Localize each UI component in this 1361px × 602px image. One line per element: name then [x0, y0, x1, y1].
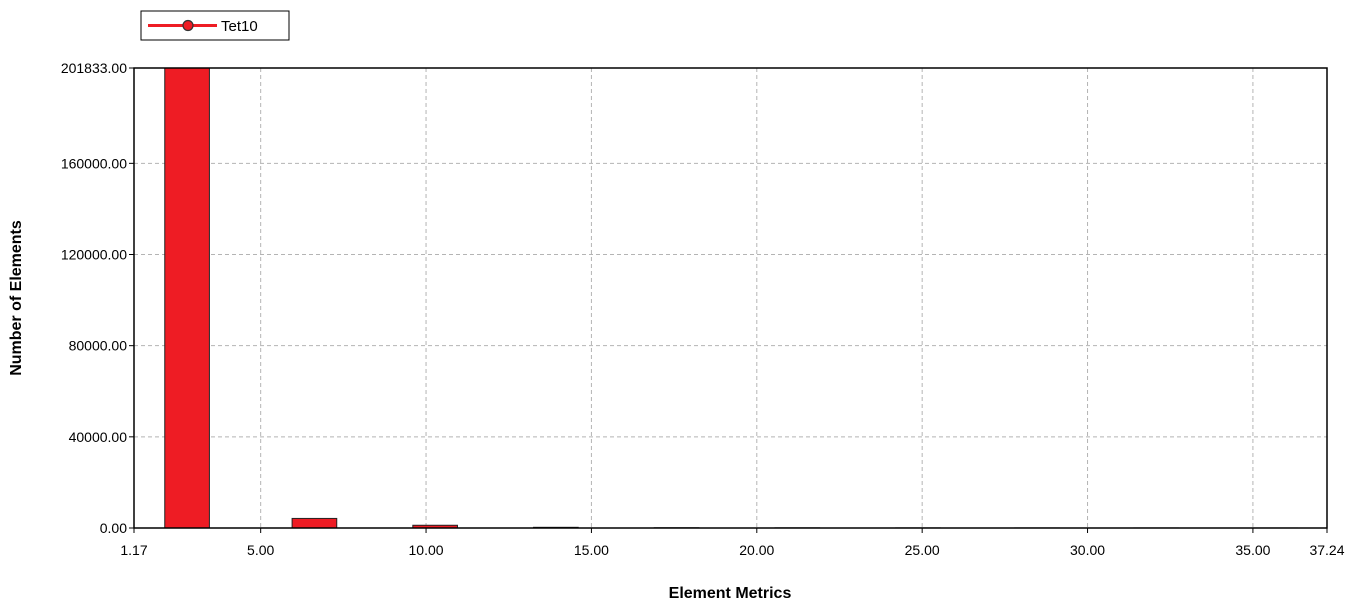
y-tick-label: 160000.00 — [61, 155, 127, 171]
y-tick-label: 80000.00 — [69, 338, 128, 354]
x-tick-label: 10.00 — [409, 542, 444, 558]
x-tick-label: 37.24 — [1309, 542, 1344, 558]
bar — [291, 517, 338, 529]
bar — [164, 67, 210, 529]
y-axis-ticks: 0.00 40000.00 80000.00 120000.00 160000.00 20… — [61, 60, 134, 536]
bars — [164, 67, 1299, 529]
x-tick-label: 35.00 — [1235, 542, 1270, 558]
x-tick-label: 25.00 — [905, 542, 940, 558]
x-tick-label: 5.00 — [247, 542, 274, 558]
x-axis-label: Element Metrics — [669, 585, 792, 602]
x-tick-label: 1.17 — [120, 542, 147, 558]
grid-lines — [134, 68, 1327, 528]
x-tick-label: 20.00 — [739, 542, 774, 558]
legend: Tet10 — [140, 10, 290, 41]
legend-label: Tet10 — [221, 18, 258, 35]
x-tick-label: 30.00 — [1070, 542, 1105, 558]
y-tick-label: 201833.00 — [61, 60, 127, 76]
y-tick-label: 0.00 — [100, 520, 127, 536]
y-tick-label: 40000.00 — [69, 429, 128, 445]
y-axis-label: Number of Elements — [8, 220, 25, 376]
legend-marker-icon — [182, 19, 194, 32]
x-axis-ticks: 1.17 5.00 10.00 15.00 20.00 25.00 30.00 35.00 37… — [120, 528, 1345, 558]
y-tick-label: 120000.00 — [61, 247, 127, 263]
x-tick-label: 15.00 — [574, 542, 609, 558]
plot-frame — [133, 67, 1328, 529]
